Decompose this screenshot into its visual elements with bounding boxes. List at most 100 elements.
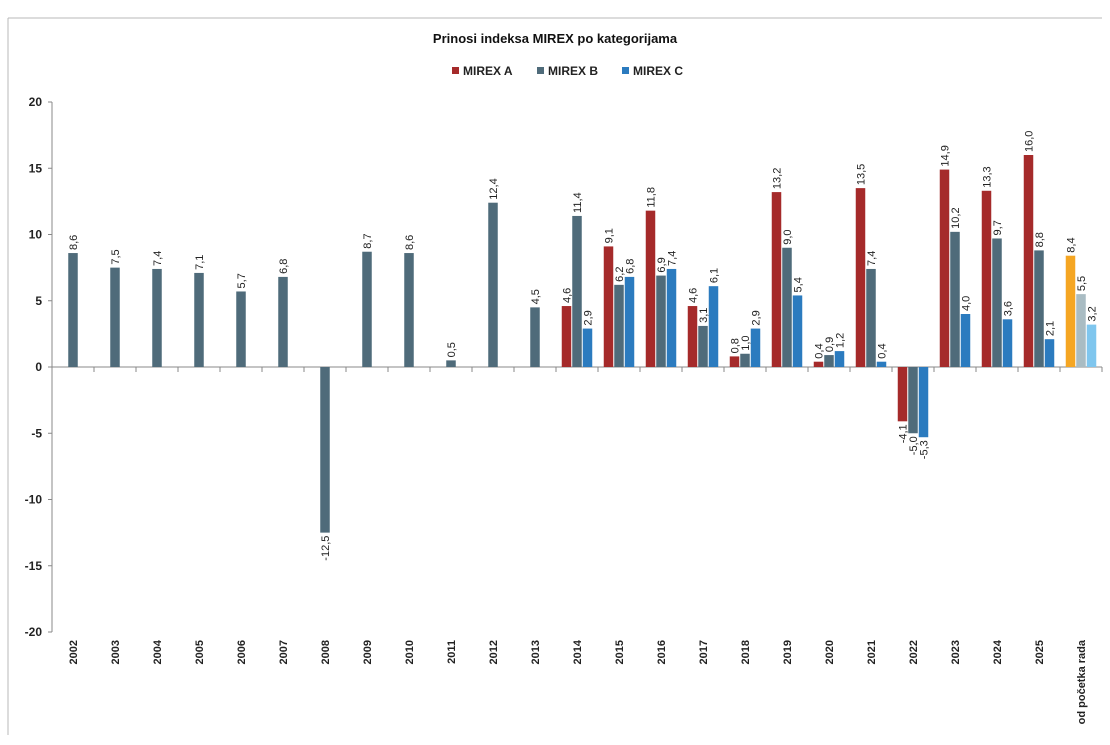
value-label: 0,9	[824, 337, 836, 352]
x-tick-label: 2016	[656, 640, 668, 664]
value-label: 16,0	[1024, 131, 1036, 152]
value-label: 8,6	[68, 235, 80, 250]
x-tick-label: 2006	[236, 640, 248, 664]
value-label: 11,8	[646, 187, 658, 208]
value-label: 9,1	[604, 228, 616, 243]
value-label: 12,4	[488, 178, 500, 199]
value-label: -5,0	[908, 436, 920, 455]
value-label: 9,7	[992, 220, 1004, 235]
bar-mirex-a-2014	[561, 306, 572, 367]
x-tick-label: 2015	[614, 640, 626, 664]
chart-title: Prinosi indeksa MIREX po kategorijama	[433, 31, 678, 46]
value-label: 13,3	[982, 166, 994, 187]
value-label: 2,9	[583, 310, 595, 325]
x-axis: 2002 2003 2004 2005 2006 2007 2008 2009 2010 2011…	[52, 366, 1103, 724]
value-label: 3,1	[698, 308, 710, 323]
value-labels-group: 8,6 7,5 7,4 7,1 5,7 6,8 -12,5 8,7 8,6 0,5 12,4 4,5 4…	[68, 131, 1099, 561]
value-label: 14,9	[940, 145, 952, 166]
x-tick-label: 2012	[488, 640, 500, 664]
bar-mirex-c-od-početka-rada	[1086, 324, 1097, 367]
value-label: 2,1	[1045, 321, 1057, 336]
bar-mirex-b-2006	[236, 291, 246, 367]
value-label: 7,4	[152, 251, 164, 266]
value-label: 0,4	[877, 343, 889, 358]
bar-mirex-a-2022	[897, 367, 908, 422]
bar-mirex-c-2020	[834, 351, 845, 367]
value-label: 4,6	[688, 288, 700, 303]
value-label: 5,5	[1076, 276, 1088, 291]
bar-mirex-b-2005	[194, 272, 204, 367]
bar-mirex-b-2016	[656, 275, 666, 367]
bar-mirex-b-2002	[68, 253, 78, 367]
x-tick-label: 2014	[572, 639, 584, 664]
bar-mirex-a-2023	[939, 169, 950, 367]
value-label: 8,8	[1034, 232, 1046, 247]
bar-mirex-a-2021	[855, 188, 866, 367]
bar-mirex-b-2020	[824, 355, 834, 367]
bar-mirex-c-2015	[624, 276, 635, 367]
y-tick-label: 15	[29, 161, 43, 175]
value-label: 7,5	[110, 249, 122, 264]
value-label: 0,5	[446, 342, 458, 357]
legend-label-1: MIREX A	[463, 64, 513, 78]
x-tick-label: 2023	[950, 640, 962, 664]
value-label: -12,5	[320, 536, 332, 561]
value-label: 6,1	[709, 268, 721, 283]
bar-mirex-b-2021	[866, 268, 876, 367]
value-label: 5,4	[793, 277, 805, 292]
bar-mirex-a-2020	[813, 361, 824, 367]
x-tick-label: 2017	[698, 640, 710, 664]
bar-mirex-a-od-početka-rada	[1065, 255, 1076, 367]
x-tick-label: 2019	[782, 640, 794, 664]
bar-mirex-b-2019	[782, 247, 792, 367]
value-label: 0,8	[730, 338, 742, 353]
value-label: 9,0	[782, 229, 794, 244]
bar-mirex-b-2023	[950, 231, 960, 367]
value-label: 13,2	[772, 168, 784, 189]
bars-group	[68, 155, 1097, 533]
legend-label-2: MIREX B	[548, 64, 598, 78]
y-tick-label: 20	[29, 95, 43, 109]
value-label: 3,6	[1003, 301, 1015, 316]
bar-mirex-b-od-početka-rada	[1076, 294, 1086, 367]
bar-mirex-b-2011	[446, 360, 456, 367]
value-label: 6,2	[614, 267, 626, 282]
bar-mirex-c-2023	[960, 314, 971, 367]
bar-mirex-b-2007	[278, 276, 288, 367]
value-label: 1,0	[740, 335, 752, 350]
value-label: 13,5	[856, 164, 868, 185]
value-label: 0,4	[814, 343, 826, 358]
y-tick-label: 0	[35, 360, 42, 374]
value-label: 4,6	[562, 288, 574, 303]
bar-mirex-b-2018	[740, 353, 750, 367]
x-tick-label: 2002	[68, 640, 80, 664]
x-tick-label: 2009	[362, 640, 374, 664]
bar-mirex-b-2012	[488, 202, 498, 367]
legend-swatch-1	[452, 67, 459, 74]
x-tick-label: 2011	[446, 640, 458, 664]
bar-mirex-a-2019	[771, 192, 782, 367]
bar-mirex-a-2025	[1023, 155, 1034, 367]
bar-mirex-c-2022	[918, 367, 929, 438]
bar-mirex-c-2019	[792, 295, 803, 367]
y-tick-label: -5	[31, 426, 42, 440]
y-tick-label: 5	[35, 294, 42, 308]
bar-mirex-a-2015	[603, 246, 614, 367]
value-label: -5,3	[919, 440, 931, 459]
bar-mirex-b-2010	[404, 253, 414, 367]
bar-mirex-c-2017	[708, 286, 719, 367]
bar-mirex-b-2009	[362, 251, 372, 367]
value-label: 1,2	[835, 333, 847, 348]
y-tick-label: -10	[25, 493, 43, 507]
x-tick-label: 2005	[194, 640, 206, 664]
x-tick-label: 2018	[740, 640, 752, 664]
bar-mirex-b-2014	[572, 215, 582, 367]
bar-mirex-a-2017	[687, 306, 698, 367]
x-tick-label: 2022	[908, 640, 920, 664]
x-tick-label: 2008	[320, 640, 332, 664]
value-label: 4,5	[530, 289, 542, 304]
value-label: 7,1	[194, 255, 206, 270]
value-label: 5,7	[236, 273, 248, 288]
